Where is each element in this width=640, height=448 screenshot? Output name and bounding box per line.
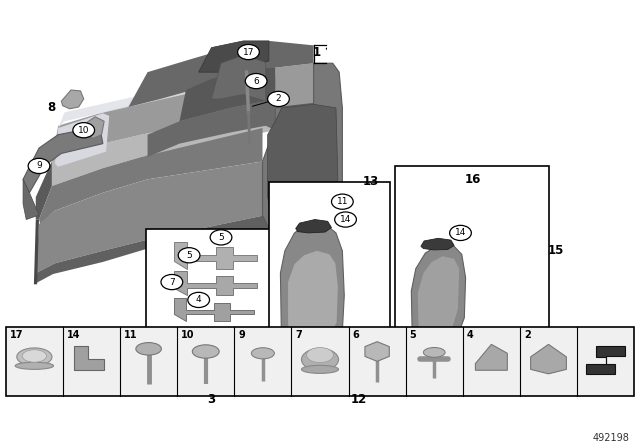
Text: 492198: 492198	[593, 433, 630, 443]
Ellipse shape	[307, 348, 333, 363]
Polygon shape	[174, 242, 257, 269]
Text: 3: 3	[207, 392, 216, 405]
Ellipse shape	[17, 348, 52, 366]
Ellipse shape	[193, 345, 219, 358]
Text: 5: 5	[186, 251, 192, 260]
Text: 16: 16	[465, 173, 481, 186]
Text: 13: 13	[363, 175, 380, 188]
Polygon shape	[61, 90, 84, 109]
Polygon shape	[36, 161, 266, 273]
Polygon shape	[288, 251, 338, 344]
Text: 5: 5	[218, 233, 224, 242]
Text: 2: 2	[524, 330, 531, 340]
Text: 14: 14	[67, 330, 80, 340]
Text: 4: 4	[467, 330, 474, 340]
Text: 9: 9	[36, 161, 42, 170]
Circle shape	[237, 44, 259, 60]
Text: 14: 14	[340, 215, 351, 224]
Text: 11: 11	[337, 197, 348, 206]
Text: 6: 6	[253, 77, 259, 86]
Polygon shape	[412, 246, 466, 354]
Polygon shape	[211, 55, 266, 101]
Polygon shape	[52, 63, 314, 161]
Text: 1: 1	[313, 46, 321, 59]
Circle shape	[268, 91, 289, 107]
Bar	[396, 166, 548, 365]
Text: 10: 10	[78, 126, 90, 135]
Ellipse shape	[301, 349, 339, 370]
Circle shape	[188, 293, 209, 307]
Circle shape	[178, 248, 200, 263]
Text: 15: 15	[548, 244, 564, 257]
Text: 10: 10	[181, 330, 195, 340]
Polygon shape	[268, 104, 338, 223]
Polygon shape	[174, 271, 257, 296]
Polygon shape	[179, 68, 275, 121]
Text: 2: 2	[276, 95, 282, 103]
Text: 17: 17	[243, 47, 254, 56]
Circle shape	[210, 230, 232, 245]
Circle shape	[332, 194, 353, 209]
Polygon shape	[81, 117, 104, 138]
Polygon shape	[198, 41, 269, 72]
Polygon shape	[55, 113, 109, 167]
Polygon shape	[36, 161, 52, 220]
Bar	[6, 327, 634, 396]
Text: 9: 9	[238, 330, 245, 340]
Text: 7: 7	[169, 278, 175, 287]
Polygon shape	[262, 63, 342, 233]
Text: 7: 7	[295, 330, 302, 340]
Polygon shape	[39, 128, 262, 224]
Ellipse shape	[22, 350, 47, 362]
Polygon shape	[23, 127, 103, 193]
Ellipse shape	[301, 366, 339, 373]
Text: 12: 12	[350, 392, 367, 405]
Polygon shape	[531, 345, 566, 374]
Text: 4: 4	[196, 295, 202, 305]
Ellipse shape	[252, 348, 275, 359]
Text: 17: 17	[10, 330, 23, 340]
Polygon shape	[476, 345, 508, 370]
Text: 5: 5	[410, 330, 416, 340]
Polygon shape	[129, 41, 314, 107]
Polygon shape	[34, 220, 39, 284]
Bar	[269, 181, 390, 365]
Ellipse shape	[424, 348, 445, 358]
Text: 14: 14	[455, 228, 466, 237]
Text: 6: 6	[353, 330, 359, 340]
Ellipse shape	[15, 362, 54, 369]
Polygon shape	[296, 220, 332, 233]
Circle shape	[245, 73, 267, 89]
Polygon shape	[148, 101, 275, 157]
Polygon shape	[36, 103, 314, 220]
Circle shape	[161, 275, 182, 290]
Circle shape	[450, 225, 471, 241]
Polygon shape	[23, 179, 39, 220]
Polygon shape	[280, 224, 344, 354]
Polygon shape	[421, 238, 454, 250]
Circle shape	[73, 123, 95, 138]
Polygon shape	[58, 68, 275, 128]
Polygon shape	[418, 256, 460, 345]
Text: 8: 8	[47, 101, 56, 114]
Polygon shape	[34, 215, 269, 284]
Polygon shape	[174, 298, 254, 321]
Text: 11: 11	[124, 330, 138, 340]
Circle shape	[28, 158, 50, 173]
Bar	[147, 229, 274, 340]
Ellipse shape	[136, 343, 161, 355]
Circle shape	[335, 212, 356, 227]
Polygon shape	[74, 346, 104, 370]
Polygon shape	[586, 346, 625, 374]
